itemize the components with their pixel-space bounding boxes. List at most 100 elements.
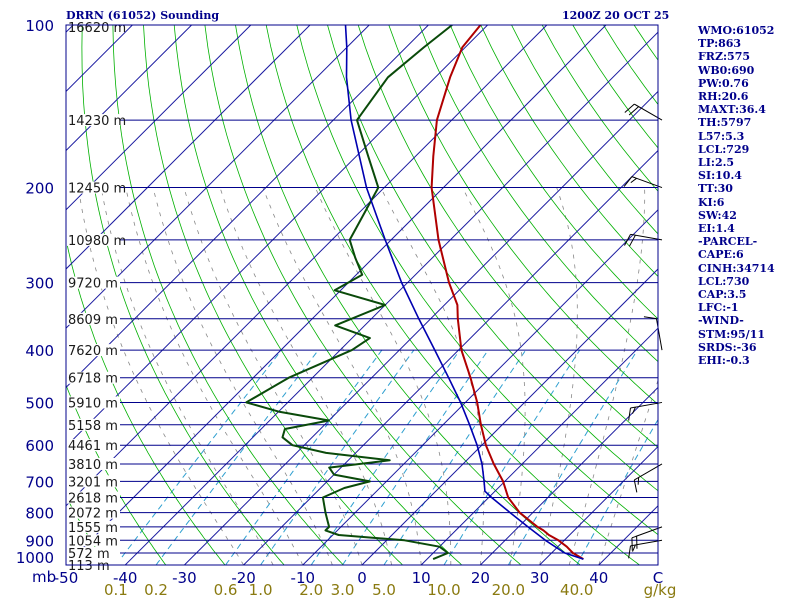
pressure-tick-label: 600 <box>25 437 54 455</box>
plot-frame <box>65 24 659 566</box>
isotherm-line <box>66 25 548 507</box>
pressure-tick-label: 800 <box>25 505 54 523</box>
parcel-path-line <box>344 25 584 560</box>
mixing-ratio-tick-label: 5.0 <box>372 581 396 599</box>
height-label: 16620 m <box>68 21 126 36</box>
wind-barb-full-flag <box>628 106 639 116</box>
index-entry: TH:5797 <box>698 116 752 130</box>
sounding-profiles <box>245 25 584 561</box>
moist-adiabat-line <box>125 187 304 565</box>
height-label: 5158 m <box>68 419 118 434</box>
height-label-background <box>66 520 120 533</box>
height-label: 3201 m <box>68 475 118 490</box>
height-label: 14230 m <box>68 114 126 129</box>
wind-barb-full-flag <box>628 234 636 247</box>
isotherm-line <box>66 25 429 389</box>
axis-labels: 0.1 0.2 0.6 1.0 2.0 3.0 5.0 10.0 20.0 40.0 g/kg100… <box>16 17 677 599</box>
temperature-tick-label: -30 <box>172 569 197 587</box>
height-label: 7620 m <box>68 344 118 359</box>
wind-barbs <box>623 103 663 559</box>
isotherm-line <box>66 25 488 448</box>
isotherm-line <box>66 25 607 565</box>
isotherm-line <box>361 268 658 565</box>
mixing-ratio-tick-label: 20.0 <box>492 581 525 599</box>
index-entry: LFC:-1 <box>698 301 739 315</box>
wind-barb-full-flag <box>633 479 638 493</box>
index-entry: PW:0.76 <box>698 76 749 90</box>
height-label: 6718 m <box>68 372 118 387</box>
mixing-ratio-unit: g/kg <box>644 581 677 599</box>
stability-indices-panel: WMO:61052 TP:863 FRZ:575 WB0:690 PW:0.76 RH:2… <box>698 24 775 367</box>
height-label: 2618 m <box>68 492 118 507</box>
wind-barb <box>628 401 663 421</box>
pressure-tick-label: 300 <box>25 275 54 293</box>
height-label: 4461 m <box>68 439 118 454</box>
height-label: 10980 m <box>68 234 126 249</box>
index-entry: EHI:-0.3 <box>698 354 750 368</box>
wind-barb-half-flag <box>632 544 636 552</box>
wind-barb <box>624 103 663 121</box>
pressure-tick-label: 700 <box>25 473 54 491</box>
height-label-background <box>66 546 120 559</box>
index-entry: TT:30 <box>698 182 733 196</box>
wind-barb-full-flag <box>624 234 631 246</box>
index-entry: TP:863 <box>698 37 742 51</box>
wind-barb-full-flag <box>623 176 633 187</box>
temperature-tick-label: -50 <box>54 569 79 587</box>
wind-barb-staff <box>630 401 663 409</box>
isotherm-line <box>420 327 658 565</box>
temperature-profile-line <box>430 25 584 560</box>
height-label: 1555 m <box>68 521 118 536</box>
height-label-background <box>66 396 120 409</box>
height-label: 9720 m <box>68 277 118 292</box>
temperature-tick-label: C <box>653 569 663 587</box>
dewpoint-profile-line <box>245 25 453 561</box>
height-label-background <box>66 534 120 547</box>
height-label: 572 m <box>68 547 110 562</box>
height-label-background <box>66 475 120 488</box>
temperature-tick-label: -20 <box>231 569 256 587</box>
index-entry: WB0:690 <box>698 63 755 77</box>
temperature-tick-label: -40 <box>113 569 138 587</box>
index-entry: CAPE:6 <box>698 248 744 262</box>
pressure-tick-label: 100 <box>25 17 54 35</box>
wind-barb-staff <box>634 463 663 481</box>
index-entry: EI:1.4 <box>698 222 735 236</box>
height-label-background <box>66 457 120 470</box>
temperature-tick-label: -10 <box>291 569 316 587</box>
index-entry: LCL:730 <box>698 274 750 288</box>
wind-barb-full-flag <box>624 103 635 113</box>
mixing-ratio-tick-label: 3.0 <box>331 581 355 599</box>
height-label: 3810 m <box>68 458 118 473</box>
height-label-background <box>66 418 120 431</box>
index-entry: CAP:3.5 <box>698 288 747 302</box>
pressure-unit: mb <box>32 568 56 586</box>
wind-barb <box>628 539 663 559</box>
height-label-background <box>66 276 120 289</box>
index-entry: WMO:61052 <box>698 24 775 37</box>
wind-barb-staff <box>630 233 663 241</box>
index-entry: L57:5.3 <box>698 129 745 143</box>
isotherm-line <box>66 25 252 211</box>
index-entry: KI:6 <box>698 195 725 209</box>
height-label-background <box>66 114 120 127</box>
wind-barb-staff <box>631 176 663 189</box>
height-label-background <box>66 506 120 519</box>
index-entry: LI:2.5 <box>698 156 735 170</box>
wind-barb-staff <box>630 539 663 547</box>
isotherm-line <box>124 31 658 565</box>
pressure-tick-label: 400 <box>25 342 54 360</box>
wind-barb-staff <box>655 318 663 351</box>
pressure-tick-label: 900 <box>25 532 54 550</box>
station-title: DRRN (61052) Sounding <box>66 9 220 22</box>
wind-barb-full-flag <box>628 407 631 421</box>
index-entry: SW:42 <box>698 208 737 222</box>
index-entry: -WIND- <box>698 314 744 328</box>
index-entry: SI:10.4 <box>698 169 742 183</box>
temperature-tick-label: 0 <box>357 569 367 587</box>
wind-barb-full-flag <box>643 316 657 320</box>
isotherm-line <box>539 445 658 565</box>
temperature-tick-label: 20 <box>471 569 490 587</box>
